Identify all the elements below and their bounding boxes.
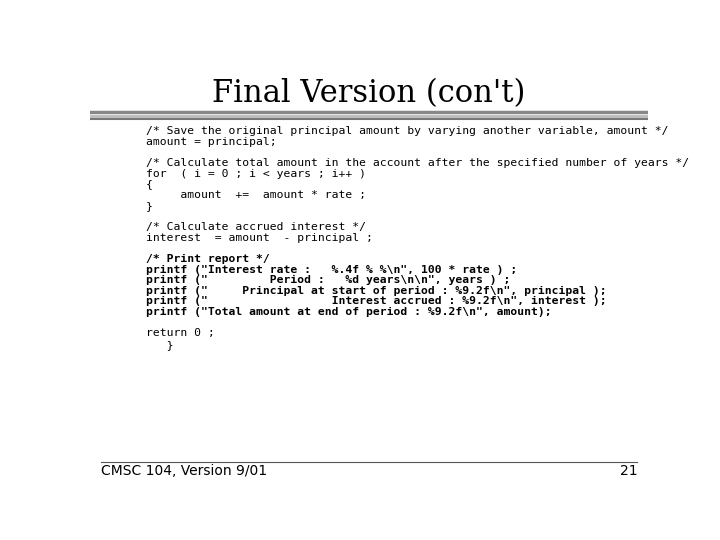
Text: interest  = amount  - principal ;: interest = amount - principal ; bbox=[145, 233, 373, 242]
Text: printf ("Total amount at end of period : %9.2f\n", amount);: printf ("Total amount at end of period :… bbox=[145, 307, 552, 317]
Text: amount = principal;: amount = principal; bbox=[145, 137, 276, 147]
Text: {: { bbox=[145, 179, 153, 190]
Text: /* Calculate accrued interest */: /* Calculate accrued interest */ bbox=[145, 222, 366, 232]
Text: Final Version (con't): Final Version (con't) bbox=[212, 78, 526, 109]
Text: 21: 21 bbox=[619, 463, 637, 477]
Text: /* Print report */: /* Print report */ bbox=[145, 254, 269, 264]
Text: for  ( i = 0 ; i < years ; i++ ): for ( i = 0 ; i < years ; i++ ) bbox=[145, 169, 366, 179]
Text: printf ("Interest rate :   %.4f % %\n", 100 * rate ) ;: printf ("Interest rate : %.4f % %\n", 10… bbox=[145, 265, 517, 274]
Text: printf ("                  Interest accrued : %9.2f\n", interest );: printf (" Interest accrued : %9.2f\n", i… bbox=[145, 296, 606, 306]
Text: amount  +=  amount * rate ;: amount += amount * rate ; bbox=[145, 190, 366, 200]
Text: }: } bbox=[145, 340, 174, 350]
Text: /* Save the original principal amount by varying another variable, amount */: /* Save the original principal amount by… bbox=[145, 126, 668, 137]
Text: /* Calculate total amount in the account after the specified number of years */: /* Calculate total amount in the account… bbox=[145, 158, 689, 168]
Text: printf ("         Period :   %d years\n\n", years ) ;: printf (" Period : %d years\n\n", years … bbox=[145, 275, 510, 285]
Text: return 0 ;: return 0 ; bbox=[145, 328, 215, 338]
Text: }: } bbox=[145, 201, 153, 211]
Text: CMSC 104, Version 9/01: CMSC 104, Version 9/01 bbox=[101, 463, 267, 477]
Text: printf ("     Principal at start of period : %9.2f\n", principal );: printf (" Principal at start of period :… bbox=[145, 286, 606, 296]
